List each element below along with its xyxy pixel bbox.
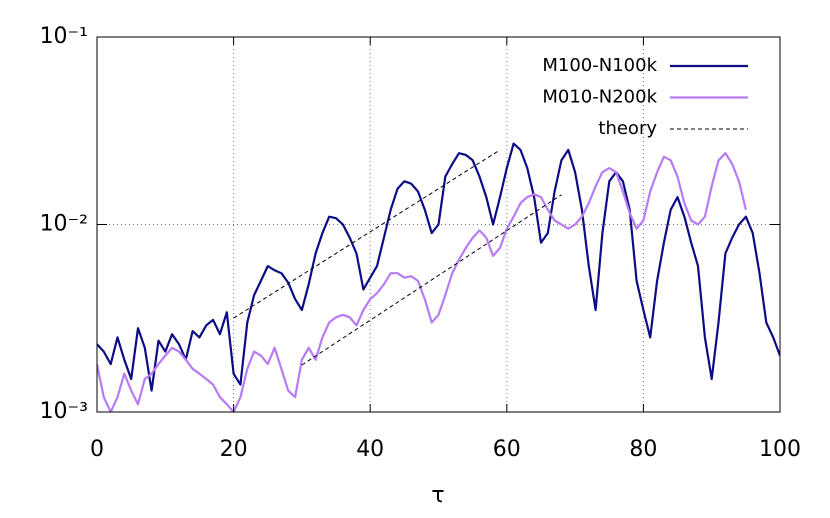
y-tick-label: 10⁻³	[40, 399, 88, 424]
x-tick-label: 0	[90, 437, 104, 462]
legend-label: M100-N100k	[542, 55, 657, 76]
legend-label: theory	[598, 118, 657, 139]
series-line	[233, 149, 562, 366]
series-line	[97, 142, 780, 392]
legend-label: M010-N200k	[542, 87, 657, 108]
x-axis-label: τ	[431, 483, 444, 508]
x-tick-label: 80	[629, 437, 657, 462]
y-tick-label: 10⁻¹	[40, 24, 88, 49]
x-tick-label: 60	[493, 437, 521, 462]
x-tick-label: 20	[220, 437, 248, 462]
plot-lines	[97, 142, 780, 412]
grid	[97, 37, 780, 412]
y-tick-label: 10⁻²	[40, 212, 88, 237]
x-tick-label: 40	[356, 437, 384, 462]
x-tick-label: 100	[759, 437, 801, 462]
series-line	[97, 152, 747, 412]
axes: 0 20 40 60 80 100 10⁻³ 10⁻² 10⁻¹	[40, 24, 801, 462]
